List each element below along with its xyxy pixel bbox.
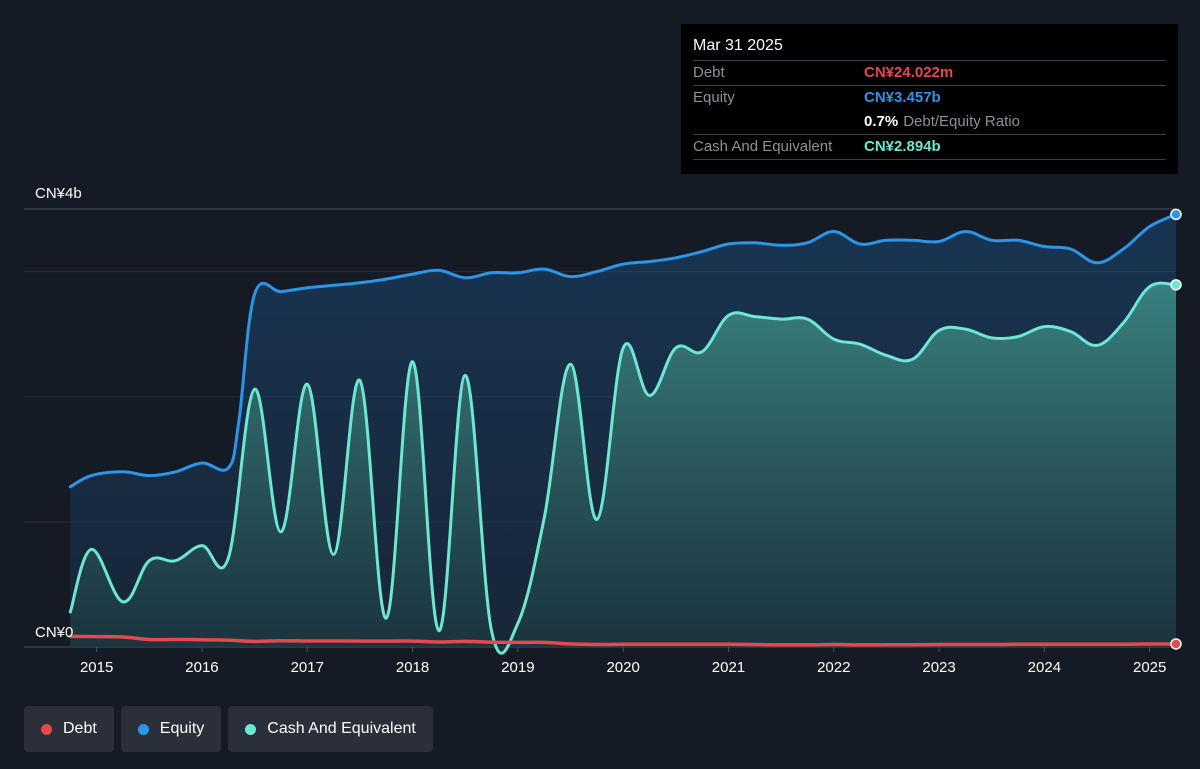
debt-dot-icon bbox=[41, 723, 52, 735]
cash-and-equivalent-line bbox=[68, 281, 1178, 655]
x-tick-label-2017: 2017 bbox=[291, 659, 324, 676]
debt-line bbox=[68, 634, 1178, 647]
cash-and-equivalent-end-point bbox=[1170, 279, 1182, 291]
x-tick-label-2015: 2015 bbox=[80, 659, 113, 676]
x-tick-label-2024: 2024 bbox=[1028, 659, 1061, 676]
debt-end-point bbox=[1170, 638, 1182, 650]
tooltip-ratio-label: Debt/Equity Ratio bbox=[903, 113, 1020, 130]
x-tick-label-2019: 2019 bbox=[501, 659, 534, 676]
x-tick-label-2016: 2016 bbox=[185, 659, 218, 676]
legend-label-cash: Cash And Equivalent bbox=[267, 720, 416, 737]
tooltip-date: Mar 31 2025 bbox=[693, 37, 783, 54]
data-tooltip: Mar 31 2025 Debt CN¥24.022m Equity CN¥3.… bbox=[681, 24, 1178, 174]
cash-dot-icon bbox=[245, 723, 257, 735]
cash-and-equivalent-area bbox=[70, 283, 1176, 654]
x-tick-label-2020: 2020 bbox=[606, 659, 639, 676]
legend-item-cash[interactable]: Cash And Equivalent bbox=[228, 706, 433, 752]
x-tick-label-2018: 2018 bbox=[396, 659, 429, 676]
y-tick-label-1: CN¥0 bbox=[35, 624, 73, 641]
x-tick-label-2025: 2025 bbox=[1133, 659, 1166, 676]
tooltip-row-cash: Cash And Equivalent CN¥2.894b bbox=[693, 134, 1166, 160]
y-tick-label-0: CN¥4b bbox=[35, 185, 82, 202]
legend-item-debt[interactable]: Debt bbox=[24, 706, 114, 752]
tooltip-debt-label: Debt bbox=[693, 64, 725, 81]
equity-end-point bbox=[1170, 208, 1182, 221]
x-tick-label-2022: 2022 bbox=[817, 659, 850, 676]
tooltip-row-equity: Equity CN¥3.457b bbox=[693, 85, 1166, 110]
equity-dot-icon bbox=[137, 723, 149, 735]
legend-label-equity: Equity bbox=[159, 720, 205, 737]
tooltip-cash-value: CN¥2.894b bbox=[864, 138, 941, 155]
tooltip-row-debt: Debt CN¥24.022m bbox=[693, 60, 1166, 85]
equity-line bbox=[68, 212, 1178, 489]
chart-legend: Debt Equity Cash And Equivalent bbox=[24, 706, 440, 752]
tooltip-ratio-value: 0.7% bbox=[864, 113, 899, 130]
tooltip-equity-value: CN¥3.457b bbox=[864, 89, 941, 106]
x-tick-label-2023: 2023 bbox=[922, 659, 955, 676]
tooltip-cash-label: Cash And Equivalent bbox=[693, 138, 833, 155]
tooltip-debt-value: CN¥24.022m bbox=[864, 64, 954, 81]
tooltip-row-ratio: 0.7% Debt/Equity Ratio bbox=[693, 110, 1166, 134]
legend-label-debt: Debt bbox=[63, 720, 97, 737]
tooltip-equity-label: Equity bbox=[693, 89, 735, 106]
legend-item-equity[interactable]: Equity bbox=[120, 706, 222, 752]
debt-equity-chart: CN¥4b CN¥0 2015 2016 2017 2018 2019 2020 2021 202… bbox=[24, 185, 1182, 676]
x-tick-label-2021: 2021 bbox=[712, 659, 745, 676]
